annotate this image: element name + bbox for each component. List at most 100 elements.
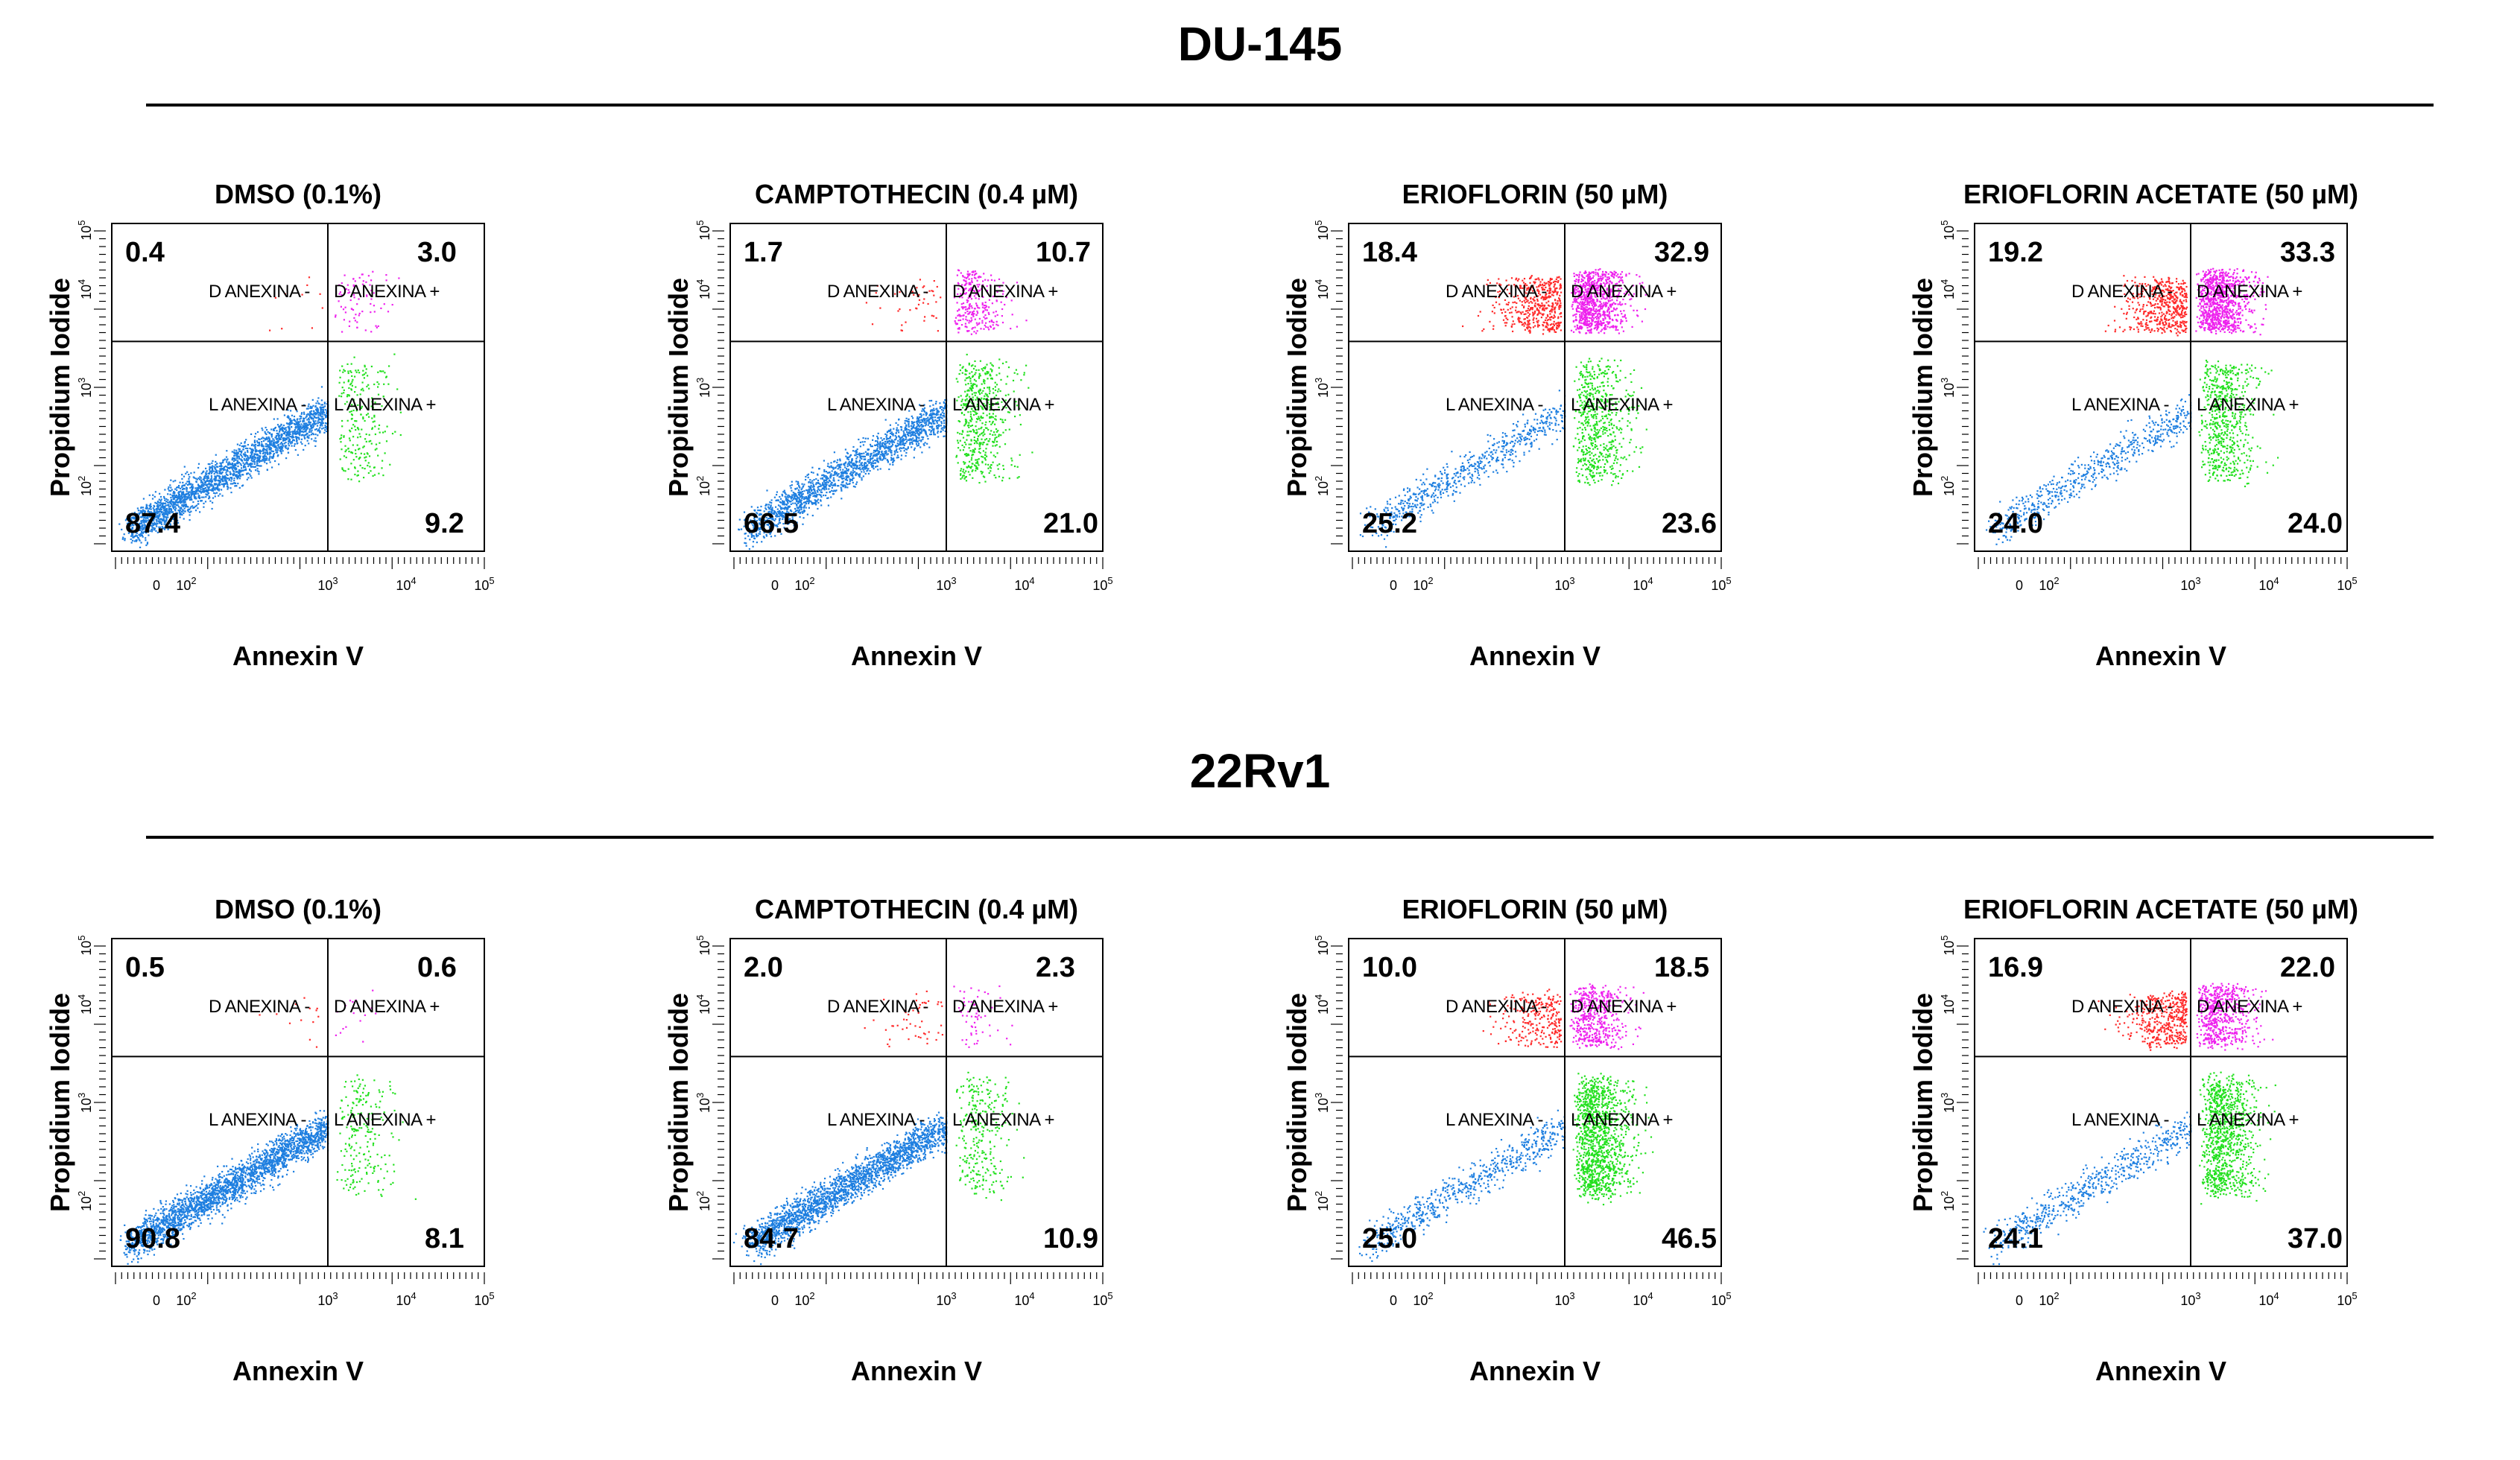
cell-event-dot [987, 464, 989, 466]
cell-event-dot [850, 462, 852, 463]
cell-event-dot [368, 462, 370, 463]
cell-event-dot [825, 486, 826, 487]
cell-event-dot [309, 424, 311, 425]
cell-event-dot [858, 461, 860, 463]
cell-event-dot [274, 460, 276, 462]
cell-event-dot [960, 468, 962, 469]
cell-event-dot [845, 479, 846, 480]
cell-event-dot [788, 497, 789, 498]
cell-event-dot [989, 438, 990, 439]
cell-event-dot [978, 369, 980, 371]
cell-event-dot [370, 470, 371, 472]
cell-event-dot [276, 430, 277, 431]
cell-event-dot [382, 432, 384, 434]
cell-event-dot [859, 468, 861, 469]
cell-event-dot [861, 456, 863, 457]
cell-event-dot [873, 435, 874, 437]
gate-label-lr: L ANEXINA + [334, 395, 436, 416]
cell-event-dot [943, 436, 944, 437]
cell-event-dot [257, 442, 259, 443]
cell-event-dot [229, 467, 231, 469]
cell-event-dot [835, 485, 836, 486]
cell-event-dot [354, 474, 355, 475]
cell-event-dot [238, 456, 239, 457]
cell-event-dot [311, 413, 313, 415]
cell-event-dot [803, 511, 805, 512]
cell-event-dot [1016, 373, 1018, 375]
cell-event-dot [966, 378, 967, 379]
cell-event-dot [350, 479, 352, 480]
cell-event-dot [826, 471, 827, 472]
cell-event-dot [281, 436, 282, 437]
cell-event-dot [852, 482, 854, 483]
cell-event-dot [813, 484, 814, 486]
cell-event-dot [182, 492, 183, 493]
cell-event-dot [844, 463, 846, 464]
cell-event-dot [791, 498, 792, 499]
cell-event-dot [181, 495, 183, 496]
cell-event-dot [981, 368, 983, 369]
cell-event-dot [271, 466, 273, 468]
x-axis-label: Annexin V [15, 641, 581, 672]
cell-event-dot [990, 451, 992, 453]
cell-event-dot [360, 436, 361, 437]
cell-event-dot [183, 496, 185, 498]
cell-event-dot [993, 392, 994, 393]
cell-event-dot [242, 462, 244, 463]
cell-event-dot [892, 444, 893, 445]
cell-event-dot [225, 472, 227, 474]
cell-event-dot [901, 448, 902, 449]
cell-event-dot [369, 455, 370, 457]
cell-event-dot [1002, 465, 1004, 466]
cell-event-dot [358, 369, 359, 371]
cell-event-dot [942, 415, 943, 416]
cell-event-dot [384, 431, 386, 432]
cell-event-dot [180, 507, 182, 508]
cell-event-dot [957, 442, 959, 443]
cell-event-dot [995, 386, 996, 387]
cell-event-dot [358, 458, 360, 460]
cell-event-dot [802, 486, 804, 487]
cell-event-dot [362, 381, 364, 383]
cell-event-dot [368, 388, 370, 390]
cell-event-dot [833, 493, 835, 495]
cell-event-dot [820, 504, 822, 506]
cell-event-dot [221, 463, 222, 464]
cell-event-dot [230, 480, 232, 482]
cell-event-dot [813, 472, 814, 474]
cell-event-dot [294, 423, 295, 425]
cell-event-dot [970, 416, 972, 417]
cell-event-dot [870, 460, 871, 461]
cell-event-dot [121, 529, 122, 530]
cell-event-dot [928, 425, 929, 426]
cell-event-dot [894, 452, 896, 454]
cell-event-dot [358, 372, 360, 373]
cell-event-dot [276, 449, 277, 451]
cell-event-dot [838, 473, 840, 475]
cell-event-dot [937, 425, 938, 426]
cell-event-dot [229, 471, 231, 472]
cell-event-dot [214, 489, 215, 491]
cell-event-dot [308, 405, 309, 407]
cell-event-dot [814, 479, 815, 480]
cell-event-dot [865, 451, 867, 453]
cell-event-dot [285, 457, 287, 459]
cell-event-dot [310, 412, 311, 413]
cell-event-dot [181, 501, 183, 503]
cell-event-dot [870, 464, 872, 466]
cell-event-dot [245, 448, 247, 449]
cell-event-dot [782, 495, 783, 496]
cell-event-dot [348, 372, 349, 374]
cell-event-dot [168, 488, 169, 489]
cell-event-dot [922, 421, 924, 422]
cell-event-dot [966, 480, 967, 481]
cell-event-dot [373, 384, 375, 385]
cell-event-dot [385, 377, 387, 378]
cell-event-dot [962, 445, 963, 446]
cell-event-dot [267, 469, 268, 471]
cell-event-dot [366, 441, 367, 442]
cell-event-dot [840, 484, 842, 486]
cell-event-dot [982, 390, 984, 392]
cell-event-dot [871, 466, 873, 468]
cell-event-dot [908, 439, 910, 441]
